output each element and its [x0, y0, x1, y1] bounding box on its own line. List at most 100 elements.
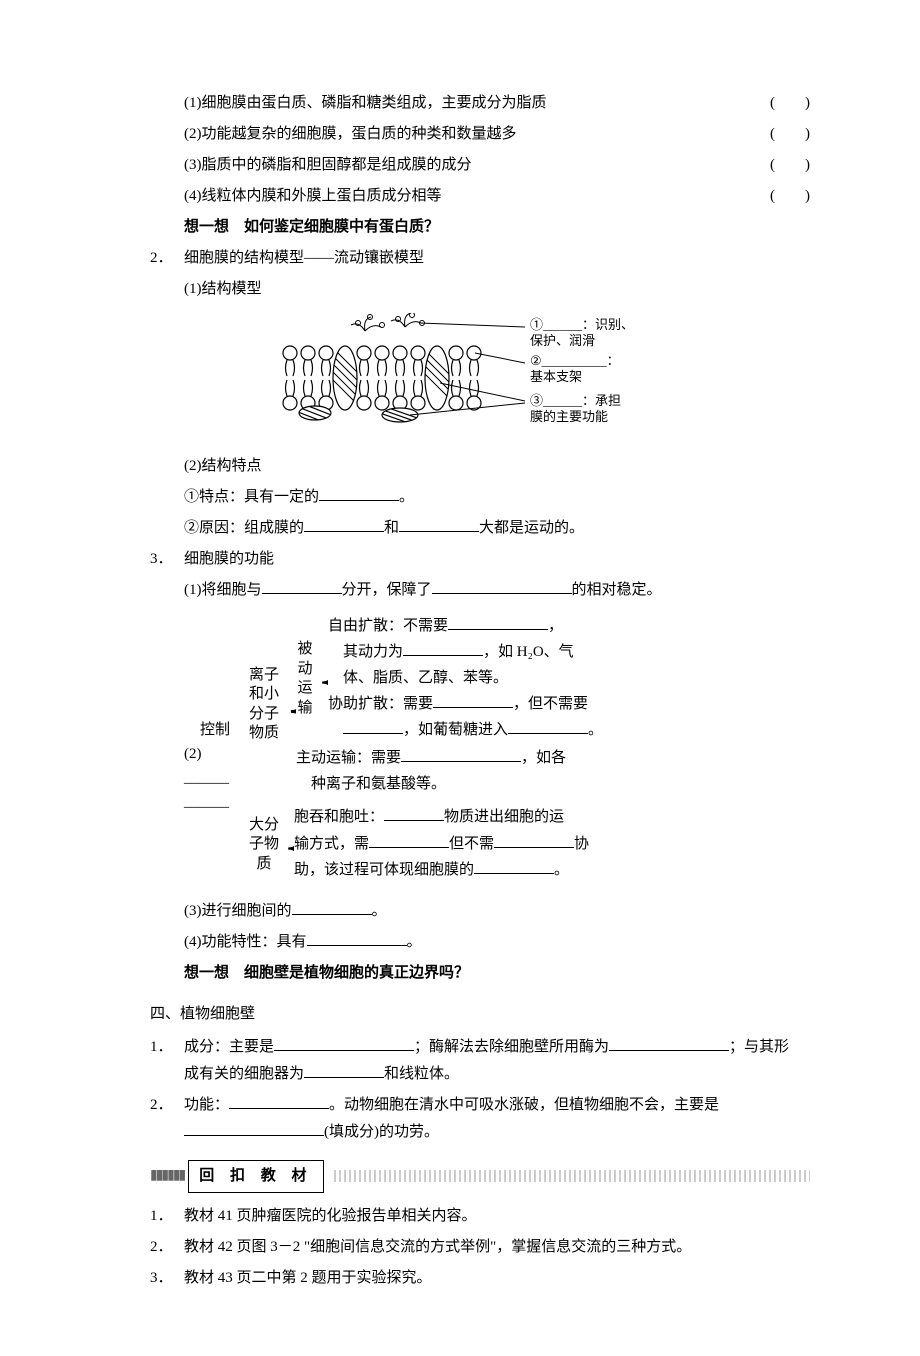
item-body: 成分：主要是；酶解法去除细胞壁所用酶为；与其形 成有关的细胞器为和线粒体。 [184, 1034, 810, 1088]
item-title: 细胞膜的结构模型——流动镶嵌模型 [184, 245, 810, 272]
tf-item-4: (4)线粒体内膜和外膜上蛋白质成分相等 ( ) [184, 183, 810, 210]
item-3-sub1: (1)将细胞与分开，保障了的相对稳定。 [150, 577, 810, 604]
ref-item-3: 3． 教材 43 页二中第 2 题用于实验探究。 [150, 1265, 810, 1292]
brace-icon: { [280, 800, 294, 890]
blank [401, 746, 521, 762]
tf-paren: ( ) [770, 183, 810, 210]
text-fragment: (填成分)的功劳。 [324, 1124, 439, 1140]
text-fragment: ，如葡萄糖进入 [403, 722, 508, 738]
line: 其动力为，如 H₂O、气 [328, 640, 810, 664]
bracket-left: 控制 (2) ______ ______ [184, 610, 230, 892]
bracket-structure: 控制 (2) ______ ______ { 离子 和小 分子 物质 { 被 动… [184, 610, 810, 892]
item-num: 3． [150, 546, 184, 573]
blank [433, 692, 513, 708]
line: 体、脂质、乙醇、苯等。 [328, 667, 810, 690]
text-fragment: 。 [588, 722, 603, 738]
line: 协助扩散：需要 ，但不需要 [328, 692, 810, 716]
text-fragment: 物质进出细胞的运 [444, 809, 564, 825]
text-fragment: (4)功能特性：具有 [184, 934, 307, 950]
text-fragment: 协助扩散：需要 [328, 696, 433, 712]
text-fragment: 。 [399, 489, 414, 505]
tf-item-1: (1)细胞膜由蛋白质、磷脂和糖类组成，主要成分为脂质 ( ) [184, 90, 810, 117]
item-2-sub2-a: ①特点：具有一定的 。 [150, 484, 810, 511]
sec4-item-2: 2． 功能：。动物细胞在清水中可吸水涨破，但植物细胞不会，主要是 (填成分)的功… [150, 1092, 810, 1146]
tf-body: 功能越复杂的细胞膜，蛋白质的种类和数量越多 [202, 126, 517, 142]
blank [508, 718, 588, 734]
blank [474, 858, 554, 874]
svg-text:②__________：: ②__________： [530, 353, 620, 368]
text-fragment: 助，该过程可体现细胞膜的 [294, 862, 474, 878]
tf-paren: ( ) [770, 90, 810, 117]
blank [432, 578, 572, 594]
blank [292, 899, 372, 915]
text-fragment: 种离子和氨基酸等。 [311, 776, 446, 792]
item-3: 3． 细胞膜的功能 [150, 546, 810, 573]
line: 胞吞和胞吐：物质进出细胞的运 [294, 805, 810, 829]
item-num: 2． [150, 1092, 184, 1146]
bracket-blank: ______ [184, 766, 230, 790]
membrane-diagram: ①______：识别、 保护、润滑 ②__________： 基本支架 ③___… [150, 313, 810, 443]
item-num: 1． [150, 1203, 184, 1230]
text-fragment: 。动物细胞在清水中可吸水涨破，但植物细胞不会，主要是 [329, 1097, 719, 1113]
item-body: 功能：。动物细胞在清水中可吸水涨破，但植物细胞不会，主要是 (填成分)的功劳。 [184, 1092, 810, 1146]
text-fragment: (3)进行细胞间的 [184, 903, 292, 919]
bracket-num: (2) [184, 742, 230, 766]
blank [262, 578, 342, 594]
think-text: 细胞壁是植物细胞的真正边界吗？ [229, 965, 469, 981]
line: 输方式，需但不需协 [294, 832, 810, 856]
text-fragment: 自由扩散：不需要 [328, 618, 448, 634]
text-fragment: 和 [384, 520, 399, 536]
tf-num: (1) [184, 95, 202, 111]
text-fragment: 大都是运动的。 [479, 520, 584, 536]
tf-num: (2) [184, 126, 202, 142]
brace-icon: { [314, 634, 328, 724]
text-fragment: 分开，保障了 [342, 582, 432, 598]
text-fragment: 其动力为 [343, 644, 403, 660]
svg-text:①______：识别、: ①______：识别、 [530, 317, 634, 332]
blank [494, 832, 574, 848]
item-2-sub1: (1)结构模型 [150, 276, 810, 303]
tf-body: 脂质中的磷脂和胆固醇都是组成膜的成分 [202, 157, 472, 173]
text-fragment: ，但不需要 [513, 696, 588, 712]
item-num: 2． [150, 245, 184, 272]
tf-item-3: (3)脂质中的磷脂和胆固醇都是组成膜的成分 ( ) [184, 152, 810, 179]
item-2-sub2: (2)结构特点 [150, 453, 810, 480]
text-fragment: 。 [372, 903, 387, 919]
tf-text: (4)线粒体内膜和外膜上蛋白质成分相等 [184, 183, 750, 210]
bracket-label: 控制 [184, 718, 230, 742]
item-num: 1． [150, 1034, 184, 1088]
active-transport-line: 主动运输：需要 ，如各 [296, 746, 810, 770]
item-3-sub4: (4)功能特性：具有。 [150, 929, 810, 956]
blank [184, 1120, 324, 1136]
blank [319, 485, 399, 501]
line: 助，该过程可体现细胞膜的。 [294, 858, 810, 882]
group-label: 离子 和小 分子 物质 [248, 666, 280, 744]
blank [384, 805, 444, 821]
tf-paren: ( ) [770, 121, 810, 148]
bracket-blank: ______ [184, 790, 230, 814]
tf-paren: ( ) [770, 152, 810, 179]
text-fragment: 体、脂质、乙醇、苯等。 [343, 670, 508, 686]
blank [609, 1035, 729, 1051]
text-fragment: ①特点：具有一定的 [184, 489, 319, 505]
sub-label: 被 动 运 输 [296, 640, 314, 718]
blank [304, 516, 384, 532]
blank [448, 614, 548, 630]
tf-item-2: (2)功能越复杂的细胞膜，蛋白质的种类和数量越多 ( ) [184, 121, 810, 148]
think-1: 想一想 如何鉴定细胞膜中有蛋白质？ [184, 214, 810, 241]
tf-body: 线粒体内膜和外膜上蛋白质成分相等 [202, 188, 442, 204]
tf-text: (2)功能越复杂的细胞膜，蛋白质的种类和数量越多 [184, 121, 750, 148]
sec4-item-1: 1． 成分：主要是；酶解法去除细胞壁所用酶为；与其形 成有关的细胞器为和线粒体。 [150, 1034, 810, 1088]
item-text: 教材 42 页图 3－2 "细胞间信息交流的方式举例"，掌握信息交流的三种方式。 [184, 1234, 810, 1261]
section-4-title: 四、植物细胞壁 [150, 1001, 810, 1028]
passive-transport: 被 动 运 输 { 自由扩散：不需要 ， 其动力为，如 H₂O、气 体、脂质、乙醇… [296, 614, 810, 744]
text-fragment: ， [548, 618, 563, 634]
line: 自由扩散：不需要 ， [328, 614, 810, 638]
text-fragment: 和线粒体。 [384, 1066, 459, 1082]
text-fragment: 主动运输：需要 [296, 750, 401, 766]
item-num: 3． [150, 1265, 184, 1292]
svg-text:③______：承担: ③______：承担 [530, 393, 621, 408]
svg-text:膜的主要功能: 膜的主要功能 [530, 409, 608, 424]
tf-num: (3) [184, 157, 202, 173]
text-fragment: ，如各 [521, 750, 566, 766]
